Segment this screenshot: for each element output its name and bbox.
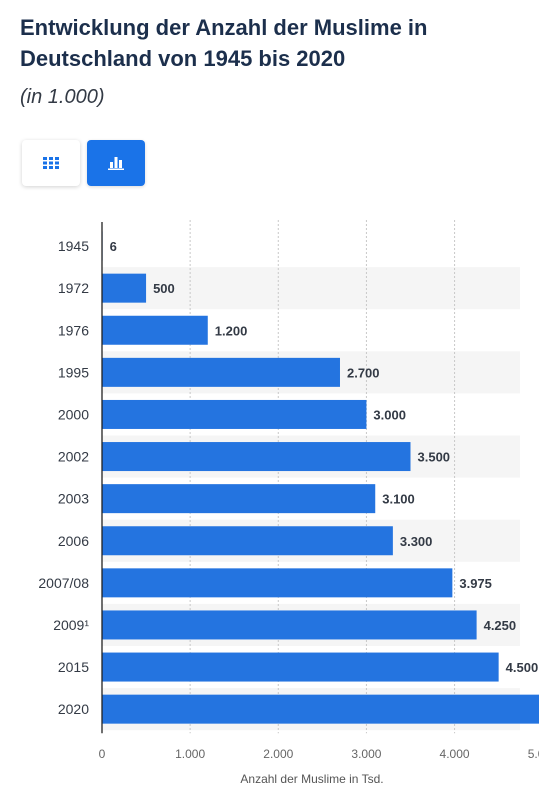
x-tick-label: 2.000 xyxy=(263,747,293,761)
value-label: 3.300 xyxy=(400,534,433,549)
bar[interactable] xyxy=(102,442,411,472)
category-label: 1945 xyxy=(58,238,89,254)
category-label: 2015 xyxy=(58,659,89,675)
table-view-button[interactable] xyxy=(22,140,80,186)
bar-chart-icon xyxy=(108,157,124,170)
chart-view-button[interactable] xyxy=(87,140,145,186)
category-label: 1972 xyxy=(58,280,89,296)
category-label: 2006 xyxy=(58,533,89,549)
category-label: 2000 xyxy=(58,406,89,422)
bar[interactable] xyxy=(102,484,376,514)
bar[interactable] xyxy=(102,526,393,556)
bar[interactable] xyxy=(102,315,208,345)
bar[interactable] xyxy=(102,568,453,598)
value-label: 3.000 xyxy=(373,407,406,422)
category-label: 2009¹ xyxy=(53,617,89,633)
category-label: 1976 xyxy=(58,322,89,338)
value-label: 3.500 xyxy=(418,450,451,465)
bar[interactable] xyxy=(102,652,499,682)
bar[interactable] xyxy=(102,357,340,387)
x-tick-label: 1.000 xyxy=(175,747,205,761)
value-label: 500 xyxy=(153,281,175,296)
x-tick-label: 0 xyxy=(99,747,106,761)
bar[interactable] xyxy=(102,694,539,724)
chart-title: Entwicklung der Anzahl der Muslime in De… xyxy=(20,15,428,71)
value-label: 6 xyxy=(110,239,117,254)
row-stripe xyxy=(102,267,520,310)
category-label: 2002 xyxy=(58,449,89,465)
x-tick-label: 4.000 xyxy=(440,747,470,761)
x-tick-label: 5.000 xyxy=(528,747,539,761)
value-label: 4.250 xyxy=(484,618,517,633)
category-label: 2020 xyxy=(58,701,89,717)
value-label: 3.975 xyxy=(459,576,492,591)
x-axis-title: Anzahl der Muslime in Tsd. xyxy=(240,772,383,786)
chart-subtitle: (in 1.000) xyxy=(20,86,105,108)
value-label: 1.200 xyxy=(215,323,248,338)
bar[interactable] xyxy=(102,610,477,640)
value-label: 2.700 xyxy=(347,365,380,380)
grid-table-icon xyxy=(43,157,59,169)
category-label: 2003 xyxy=(58,491,89,507)
bar[interactable] xyxy=(102,273,147,303)
value-label: 3.100 xyxy=(382,492,415,507)
category-label: 1995 xyxy=(58,364,89,380)
bar[interactable] xyxy=(102,399,367,429)
value-label: 4.500 xyxy=(506,660,539,675)
bar-chart: 1945 1972 1976 1995 2000 2002 2003 2006 2007/08 2… xyxy=(38,220,539,786)
x-tick-label: 3.000 xyxy=(351,747,381,761)
category-label: 2007/08 xyxy=(38,575,89,591)
